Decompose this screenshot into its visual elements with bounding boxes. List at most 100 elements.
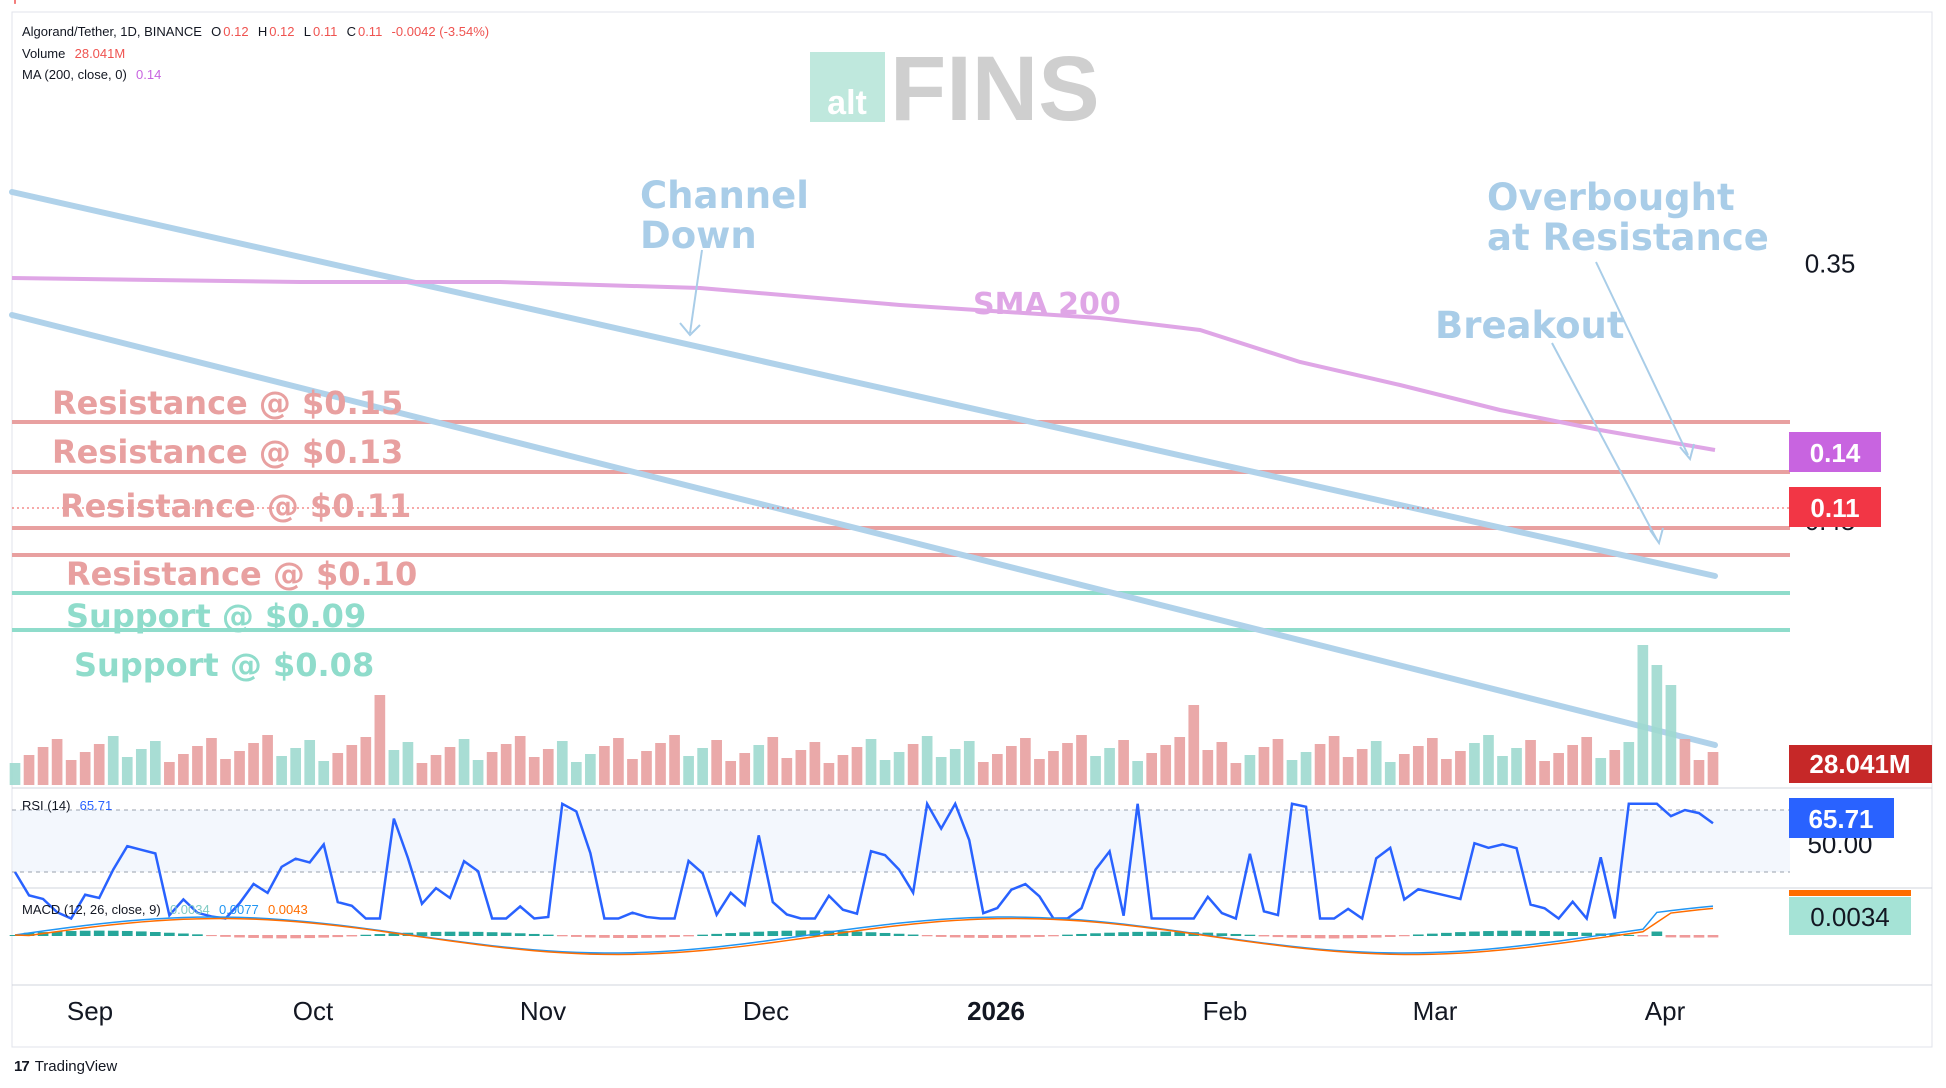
volume-bar [93, 744, 105, 785]
volume-bar [1230, 763, 1242, 785]
level-labels: Resistance @ $0.15 Resistance @ $0.13 Resi… [52, 384, 417, 684]
macd-hist-bar [234, 935, 245, 938]
volume-bar [1525, 740, 1536, 785]
level-label-5: Support @ $0.08 [74, 646, 374, 684]
macd-hist-bar [1048, 935, 1059, 937]
macd-hist-bar [1160, 931, 1172, 936]
volume-bar [1595, 758, 1607, 785]
volume-bar [823, 763, 835, 785]
macd-hist-bar [1679, 935, 1691, 938]
volume-bar [570, 762, 582, 785]
macd-hist-bar [1469, 931, 1480, 936]
volume-bar [430, 755, 442, 785]
macd-hist-bar [135, 931, 147, 936]
volume-bar [753, 745, 765, 785]
volume-bar [135, 749, 147, 785]
ma-value: 0.14 [136, 67, 162, 82]
macd-hist-bar [262, 935, 273, 939]
volume-bar [304, 740, 316, 785]
volume-bar [1216, 742, 1228, 785]
volume-bar [472, 760, 484, 785]
volume-bar [444, 747, 456, 785]
volume-bar [1637, 645, 1649, 785]
volume-bar [1188, 705, 1200, 785]
volume-bar [1469, 743, 1480, 785]
volume-badge-bg [1789, 745, 1932, 783]
volume-badge: 28.041M [1809, 749, 1910, 779]
macd-line [14, 905, 1714, 954]
volume-bar [921, 736, 933, 785]
macd-hist-bar [823, 930, 835, 936]
volume-bar [486, 752, 498, 785]
macd-hist-bar [346, 935, 358, 937]
volume-bars [9, 645, 1719, 785]
macd-hist-bar [683, 935, 694, 937]
macd-hist-bar [1553, 931, 1564, 936]
volume-bar [346, 745, 358, 785]
volume-bar [697, 748, 708, 785]
volume-bar [1286, 760, 1298, 785]
macd-hist-bar [416, 932, 428, 936]
volume-bar [107, 736, 119, 785]
time-tick-1: Oct [293, 996, 334, 1026]
volume-bar [121, 757, 133, 785]
volume-bar [1581, 737, 1593, 785]
candles [14, 0, 16, 4]
price-tick-1: 0.35 [1805, 248, 1856, 278]
close-label: C [346, 24, 356, 39]
volume-bar [1370, 741, 1382, 785]
macd-hist-bar [178, 933, 189, 936]
macd-hist-bar [514, 933, 526, 936]
watermark-logo-box [810, 52, 885, 122]
volume-bar [1623, 742, 1635, 785]
volume-bar [1272, 739, 1284, 785]
macd-hist-bar [121, 930, 133, 936]
rsi-line [13, 800, 1714, 922]
macd-hist-bar [1244, 934, 1256, 936]
rsi-legend: RSI (14) 65.71 [22, 798, 114, 813]
tradingview-footer[interactable]: 17 TradingView [14, 1058, 117, 1075]
macd-hist-bar [641, 935, 652, 938]
macd-hist-bar [1216, 933, 1228, 936]
volume-label: Volume [22, 46, 66, 61]
sma-badge-bg [1789, 432, 1881, 472]
level-label-2: Resistance @ $0.11 [60, 487, 411, 525]
macd-hist-bar [935, 935, 947, 937]
macd-hist-bar [1090, 933, 1101, 936]
macd-hist-bar [149, 932, 161, 936]
volume-bar [1048, 751, 1059, 785]
time-tick-7: Apr [1645, 996, 1686, 1026]
volume-bar [1104, 748, 1115, 785]
macd-hist-bar [79, 930, 91, 936]
macd-signal-line [14, 907, 1714, 956]
volume-bar [1384, 762, 1396, 785]
macd-value-1: 0.0034 [169, 902, 210, 917]
rsi-badge-bg [1789, 798, 1894, 838]
rsi-label: RSI (14) [22, 798, 71, 813]
volume-bar [262, 735, 273, 785]
volume-bar [1609, 750, 1621, 785]
macd-hist-bar [65, 931, 77, 936]
volume-bar [641, 751, 652, 785]
macd-hist-bar [1076, 933, 1087, 936]
arrow-channel-head [679, 322, 701, 337]
high-label: H [257, 24, 268, 39]
macd-hist-bar [1539, 931, 1550, 936]
macd-hist-bar [93, 930, 105, 936]
level-label-4: Support @ $0.09 [66, 597, 366, 635]
symbol-name: Algorand/Tether, 1D, BINANCE [22, 24, 202, 39]
volume-bar [234, 751, 245, 785]
volume-bar [514, 736, 526, 785]
macd-hist-bar [1034, 935, 1045, 937]
volume-bar [1160, 745, 1172, 785]
macd-hist-bar [556, 935, 568, 937]
macd-hist-bar [1483, 931, 1494, 936]
macd-hist-bar [1062, 934, 1073, 936]
macd-hist-bar [865, 932, 877, 936]
macd-hist-bar [1623, 934, 1635, 936]
macd-hist-bar [907, 934, 919, 936]
volume-bar [542, 749, 554, 785]
level-lines [12, 420, 1790, 632]
macd-hist-bar [1567, 932, 1579, 936]
volume-bar [149, 741, 161, 785]
